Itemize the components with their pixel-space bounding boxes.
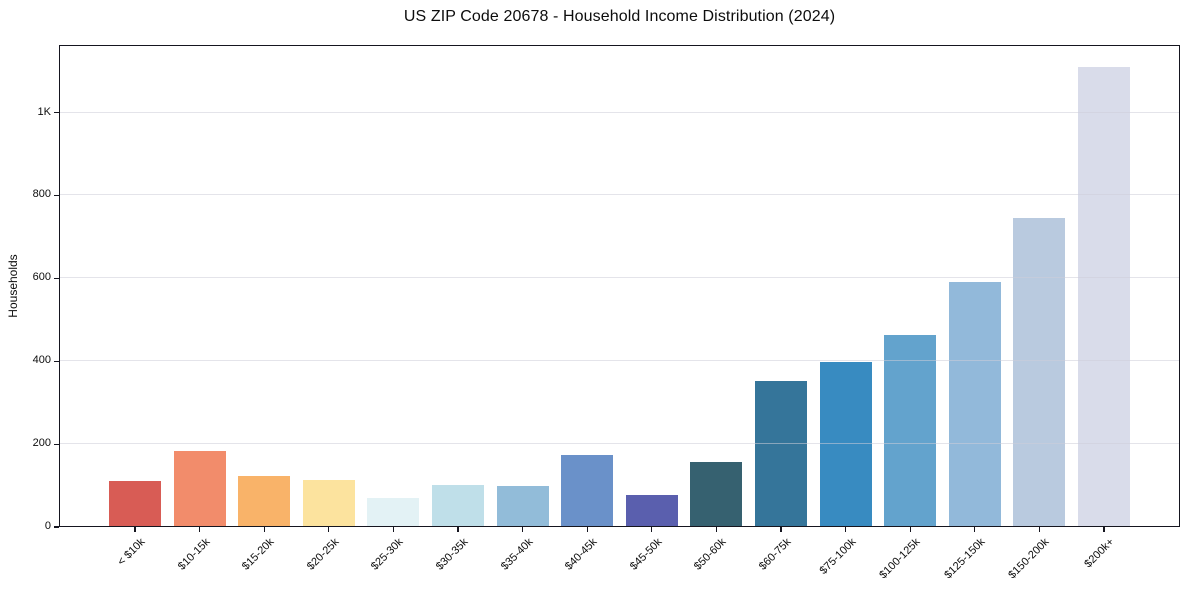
- y-tick-mark: [54, 112, 59, 114]
- x-tick-mark: [134, 527, 136, 532]
- x-tick-mark: [715, 527, 717, 532]
- x-tick-label: $150-200k: [1006, 536, 1052, 582]
- bar: [496, 486, 549, 527]
- x-tick-mark: [651, 527, 653, 532]
- x-tick-label: $125-150k: [942, 536, 988, 582]
- x-tick-label: $200k+: [1082, 536, 1117, 571]
- x-tick-label: $75-100k: [817, 536, 859, 577]
- y-tick-mark: [54, 360, 59, 362]
- y-tick-label: 0: [44, 520, 51, 532]
- bar: [238, 475, 291, 527]
- y-axis-label: Households: [6, 254, 20, 318]
- bar: [561, 455, 614, 527]
- x-tick-label: $40-45k: [563, 536, 600, 573]
- x-tick-mark: [974, 527, 976, 532]
- x-tick-label: $10-15k: [175, 536, 213, 573]
- gridline: [59, 360, 1180, 362]
- x-tick-mark: [909, 527, 911, 532]
- y-tick-mark: [54, 194, 59, 196]
- x-tick-mark: [780, 527, 782, 532]
- bar: [690, 462, 743, 527]
- y-tick-label: 600: [32, 271, 51, 284]
- y-tick-label: 400: [32, 354, 51, 367]
- x-tick-mark: [457, 527, 459, 532]
- gridline: [59, 443, 1180, 445]
- x-tick-mark: [522, 527, 524, 532]
- bar: [755, 381, 807, 527]
- x-tick-label: $60-75k: [756, 536, 794, 573]
- bar: [1013, 218, 1066, 527]
- x-tick-mark: [586, 527, 588, 532]
- gridline: [59, 194, 1180, 196]
- x-tick-mark: [1038, 527, 1040, 532]
- bar: [819, 361, 872, 527]
- bar: [302, 480, 355, 527]
- bar: [109, 481, 161, 527]
- bar: [884, 334, 937, 527]
- x-tick-label: $100-125k: [877, 536, 923, 582]
- x-tick-mark: [328, 527, 330, 532]
- bar: [173, 451, 226, 527]
- bar: [948, 282, 1001, 527]
- y-tick-mark: [54, 526, 59, 528]
- x-tick-label: $30-35k: [433, 536, 471, 573]
- bar: [1078, 67, 1130, 527]
- y-tick-mark: [54, 277, 59, 279]
- x-tick-label: $35-40k: [498, 536, 536, 573]
- x-tick-label: $20-25k: [304, 536, 342, 573]
- bar: [432, 484, 484, 527]
- y-tick-label: 800: [32, 188, 51, 201]
- bar: [367, 497, 420, 527]
- x-tick-label: $45-50k: [627, 536, 665, 573]
- x-tick-mark: [263, 527, 265, 532]
- x-tick-mark: [392, 527, 394, 532]
- y-tick-label: 200: [32, 437, 51, 450]
- x-tick-mark: [1103, 527, 1105, 532]
- y-tick-mark: [54, 443, 59, 445]
- x-tick-mark: [199, 527, 201, 532]
- x-tick-mark: [845, 527, 847, 532]
- gridline: [59, 111, 1180, 113]
- x-tick-label: $15-20k: [240, 536, 277, 573]
- chart-title: US ZIP Code 20678 - Household Income Dis…: [403, 8, 836, 25]
- x-tick-label: < $10k: [115, 536, 148, 569]
- x-tick-label: $25-30k: [369, 536, 406, 573]
- bar: [625, 494, 678, 527]
- plot-area: [59, 45, 1180, 527]
- gridline: [59, 277, 1180, 279]
- y-tick-label: 1K: [37, 105, 51, 118]
- x-tick-label: $50-60k: [692, 536, 729, 573]
